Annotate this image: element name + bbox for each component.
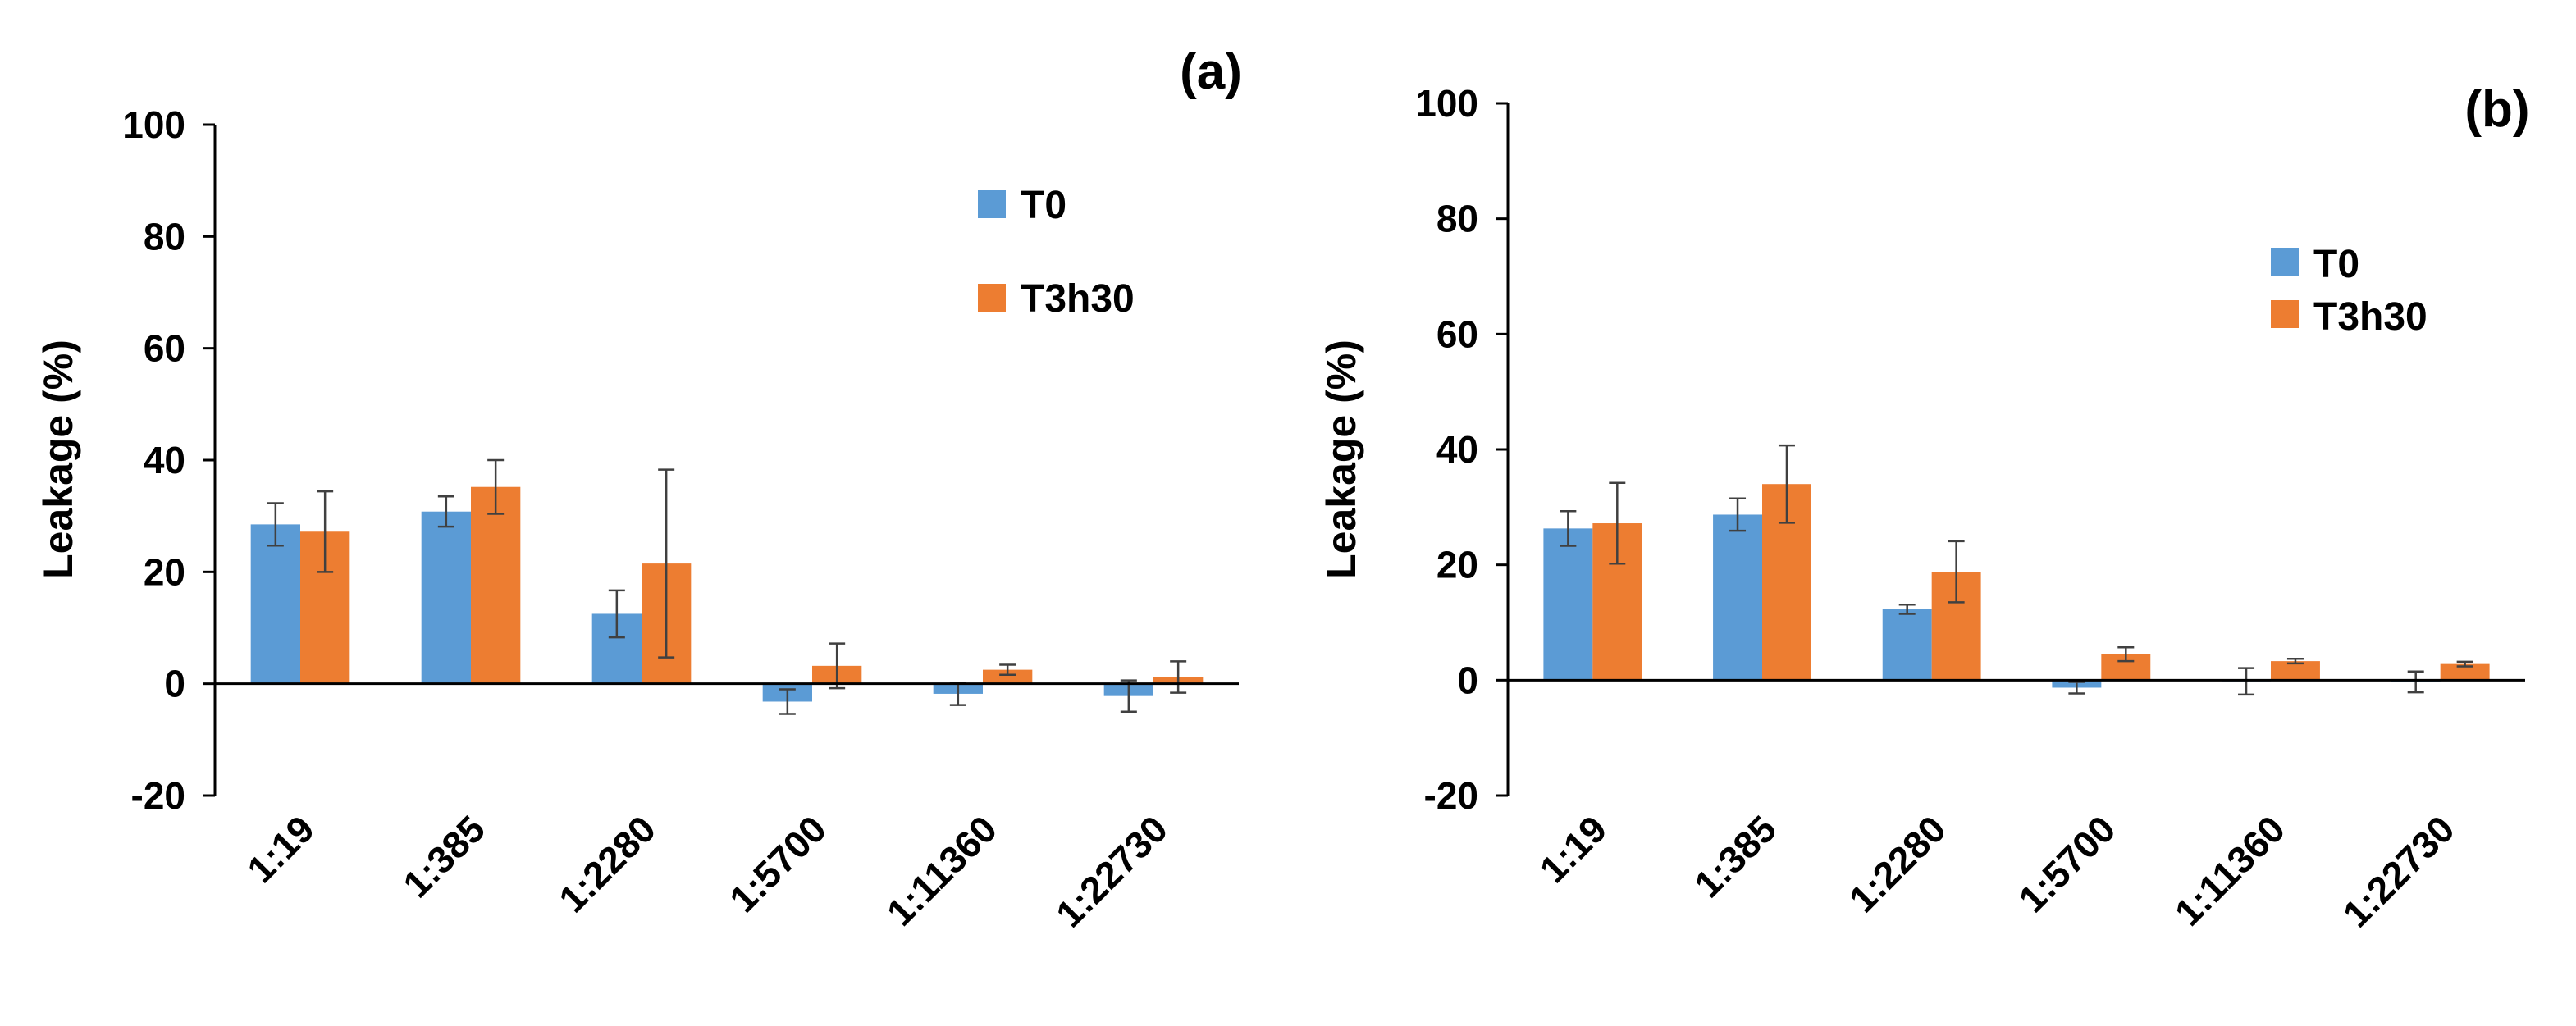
- panel-a-y-tick-label: 100: [122, 103, 185, 146]
- panel-a-legend-swatch-t0: [978, 190, 1006, 218]
- panel-b-category-label: 1:22730: [2335, 807, 2463, 935]
- panel-b-y-tick-label: 60: [1436, 312, 1478, 355]
- panel-a-error-bar: [999, 663, 1016, 677]
- panel-b-label: (b): [2464, 81, 2529, 138]
- panel-b-legend-label-t3h30: T3h30: [2313, 295, 2428, 339]
- panel-b-category-label: 1:11360: [2167, 807, 2293, 933]
- panel-a-legend-label-t0: T0: [1021, 184, 1066, 227]
- panel-a-label: (a): [1180, 43, 1242, 100]
- panel-b-y-tick-label: 20: [1436, 544, 1478, 586]
- panel-b-error-bar: [1898, 603, 1916, 615]
- panel-b-error-bar: [2286, 658, 2304, 665]
- panel-b-y-tick-label: 100: [1415, 82, 1478, 125]
- panel-a-y-axis-title: Leakage (%): [35, 340, 81, 579]
- panel-a-error-bar: [829, 642, 846, 690]
- panel-b-y-tick-label: -20: [1424, 774, 1478, 817]
- panel-b-category-label: 1:2280: [1841, 807, 1954, 920]
- panel-b-error-bar: [1560, 510, 1577, 547]
- panel-b-legend: T0 T3h30: [2271, 243, 2428, 339]
- panel-a-chart: (a) Leakage (%) -20 0 20 40 60 80 100 1:19 1:38…: [35, 43, 1242, 935]
- panel-a-error-bar: [1120, 679, 1137, 713]
- panel-b-y-tick-label: 0: [1457, 659, 1478, 701]
- panel-a-y-tick-label: 80: [144, 215, 185, 258]
- panel-b-error-bar: [1609, 481, 1626, 565]
- panel-b-error-bar: [2068, 681, 2085, 695]
- panel-a-bar-t3h30-1-385: [471, 486, 521, 684]
- panel-b-category-label: 1:385: [1686, 807, 1784, 905]
- panel-a-error-bar: [1170, 660, 1187, 694]
- panel-b-error-bar: [1729, 497, 1747, 532]
- panel-b-category-label: 1:5700: [2010, 807, 2123, 920]
- panel-a-category-label: 1:385: [395, 807, 493, 905]
- panel-a-error-bar: [267, 502, 284, 547]
- panel-b-y-axis-title: Leakage (%): [1318, 340, 1364, 579]
- panel-b-chart: (b) Leakage (%) -20 0 20 40 60 80 100 1:19 1:38…: [1318, 81, 2530, 935]
- panel-a-category-label: 1:5700: [721, 807, 834, 920]
- panel-a-error-bar: [608, 589, 625, 639]
- panel-a-y-ticks: -20 0 20 40 60 80 100: [122, 103, 215, 817]
- panel-a-category-label: 1:22730: [1048, 807, 1176, 935]
- panel-a-bar-t0-1-19: [250, 524, 300, 684]
- panel-b-legend-swatch-t3h30: [2271, 300, 2299, 328]
- panel-a-category-label: 1:11360: [879, 807, 1005, 933]
- panel-b-category-labels: 1:19 1:385 1:2280 1:5700 1:11360 1:22730: [1532, 807, 2463, 935]
- panel-b-category-label: 1:19: [1532, 807, 1615, 891]
- panel-a-category-label: 1:19: [239, 807, 322, 891]
- panel-b-y-tick-label: 80: [1436, 198, 1478, 240]
- panel-a-bar-t3h30-1-11360: [983, 669, 1033, 684]
- panel-b-error-bar: [2117, 645, 2135, 663]
- panel-a-legend-label-t3h30: T3h30: [1021, 277, 1135, 321]
- panel-a-y-tick-label: 60: [144, 327, 185, 370]
- panel-b-bar-t0-1-385: [1713, 514, 1762, 681]
- panel-a-bars: [250, 486, 1204, 702]
- panel-a-category-label: 1:2280: [550, 807, 664, 920]
- panel-a-y-tick-label: 20: [144, 550, 185, 593]
- panel-a-error-bar: [779, 688, 796, 715]
- panel-b-bar-t3h30-1-11360: [2271, 661, 2320, 681]
- panel-b-error-bar: [2407, 670, 2424, 694]
- panel-a-bar-t0-1-385: [421, 511, 471, 684]
- panel-a-y-tick-label: -20: [131, 774, 185, 817]
- panel-b-error-bar: [1778, 444, 1795, 524]
- panel-b-error-bars: [1560, 444, 2473, 696]
- panel-b-bar-t0-1-19: [1543, 528, 1593, 681]
- panel-b-bars: [1543, 484, 2490, 688]
- panel-b-error-bar: [2456, 660, 2473, 668]
- panel-a-y-tick-label: 40: [144, 439, 185, 481]
- panel-a-error-bar: [437, 495, 454, 528]
- panel-a-legend-swatch-t3h30: [978, 284, 1006, 312]
- panel-b-legend-label-t0: T0: [2313, 243, 2359, 286]
- panel-b-bar-t0-1-2280: [1882, 609, 1932, 681]
- panel-a-error-bar: [487, 458, 505, 515]
- panel-b-y-ticks: -20 0 20 40 60 80 100: [1415, 82, 1508, 817]
- panel-a-error-bar: [658, 468, 675, 659]
- panel-a-legend: T0 T3h30: [978, 184, 1135, 321]
- panel-a-error-bars: [267, 458, 1187, 715]
- panel-b-y-tick-label: 40: [1436, 428, 1478, 471]
- panel-a-error-bar: [317, 490, 334, 573]
- panel-a-y-tick-label: 0: [164, 663, 185, 705]
- panel-b-legend-swatch-t0: [2271, 248, 2299, 276]
- panel-a-category-labels: 1:19 1:385 1:2280 1:5700 1:11360 1:22730: [239, 807, 1176, 935]
- panel-b-bar-t3h30-1-22730: [2440, 663, 2490, 681]
- panel-b-error-bar: [1948, 540, 1965, 604]
